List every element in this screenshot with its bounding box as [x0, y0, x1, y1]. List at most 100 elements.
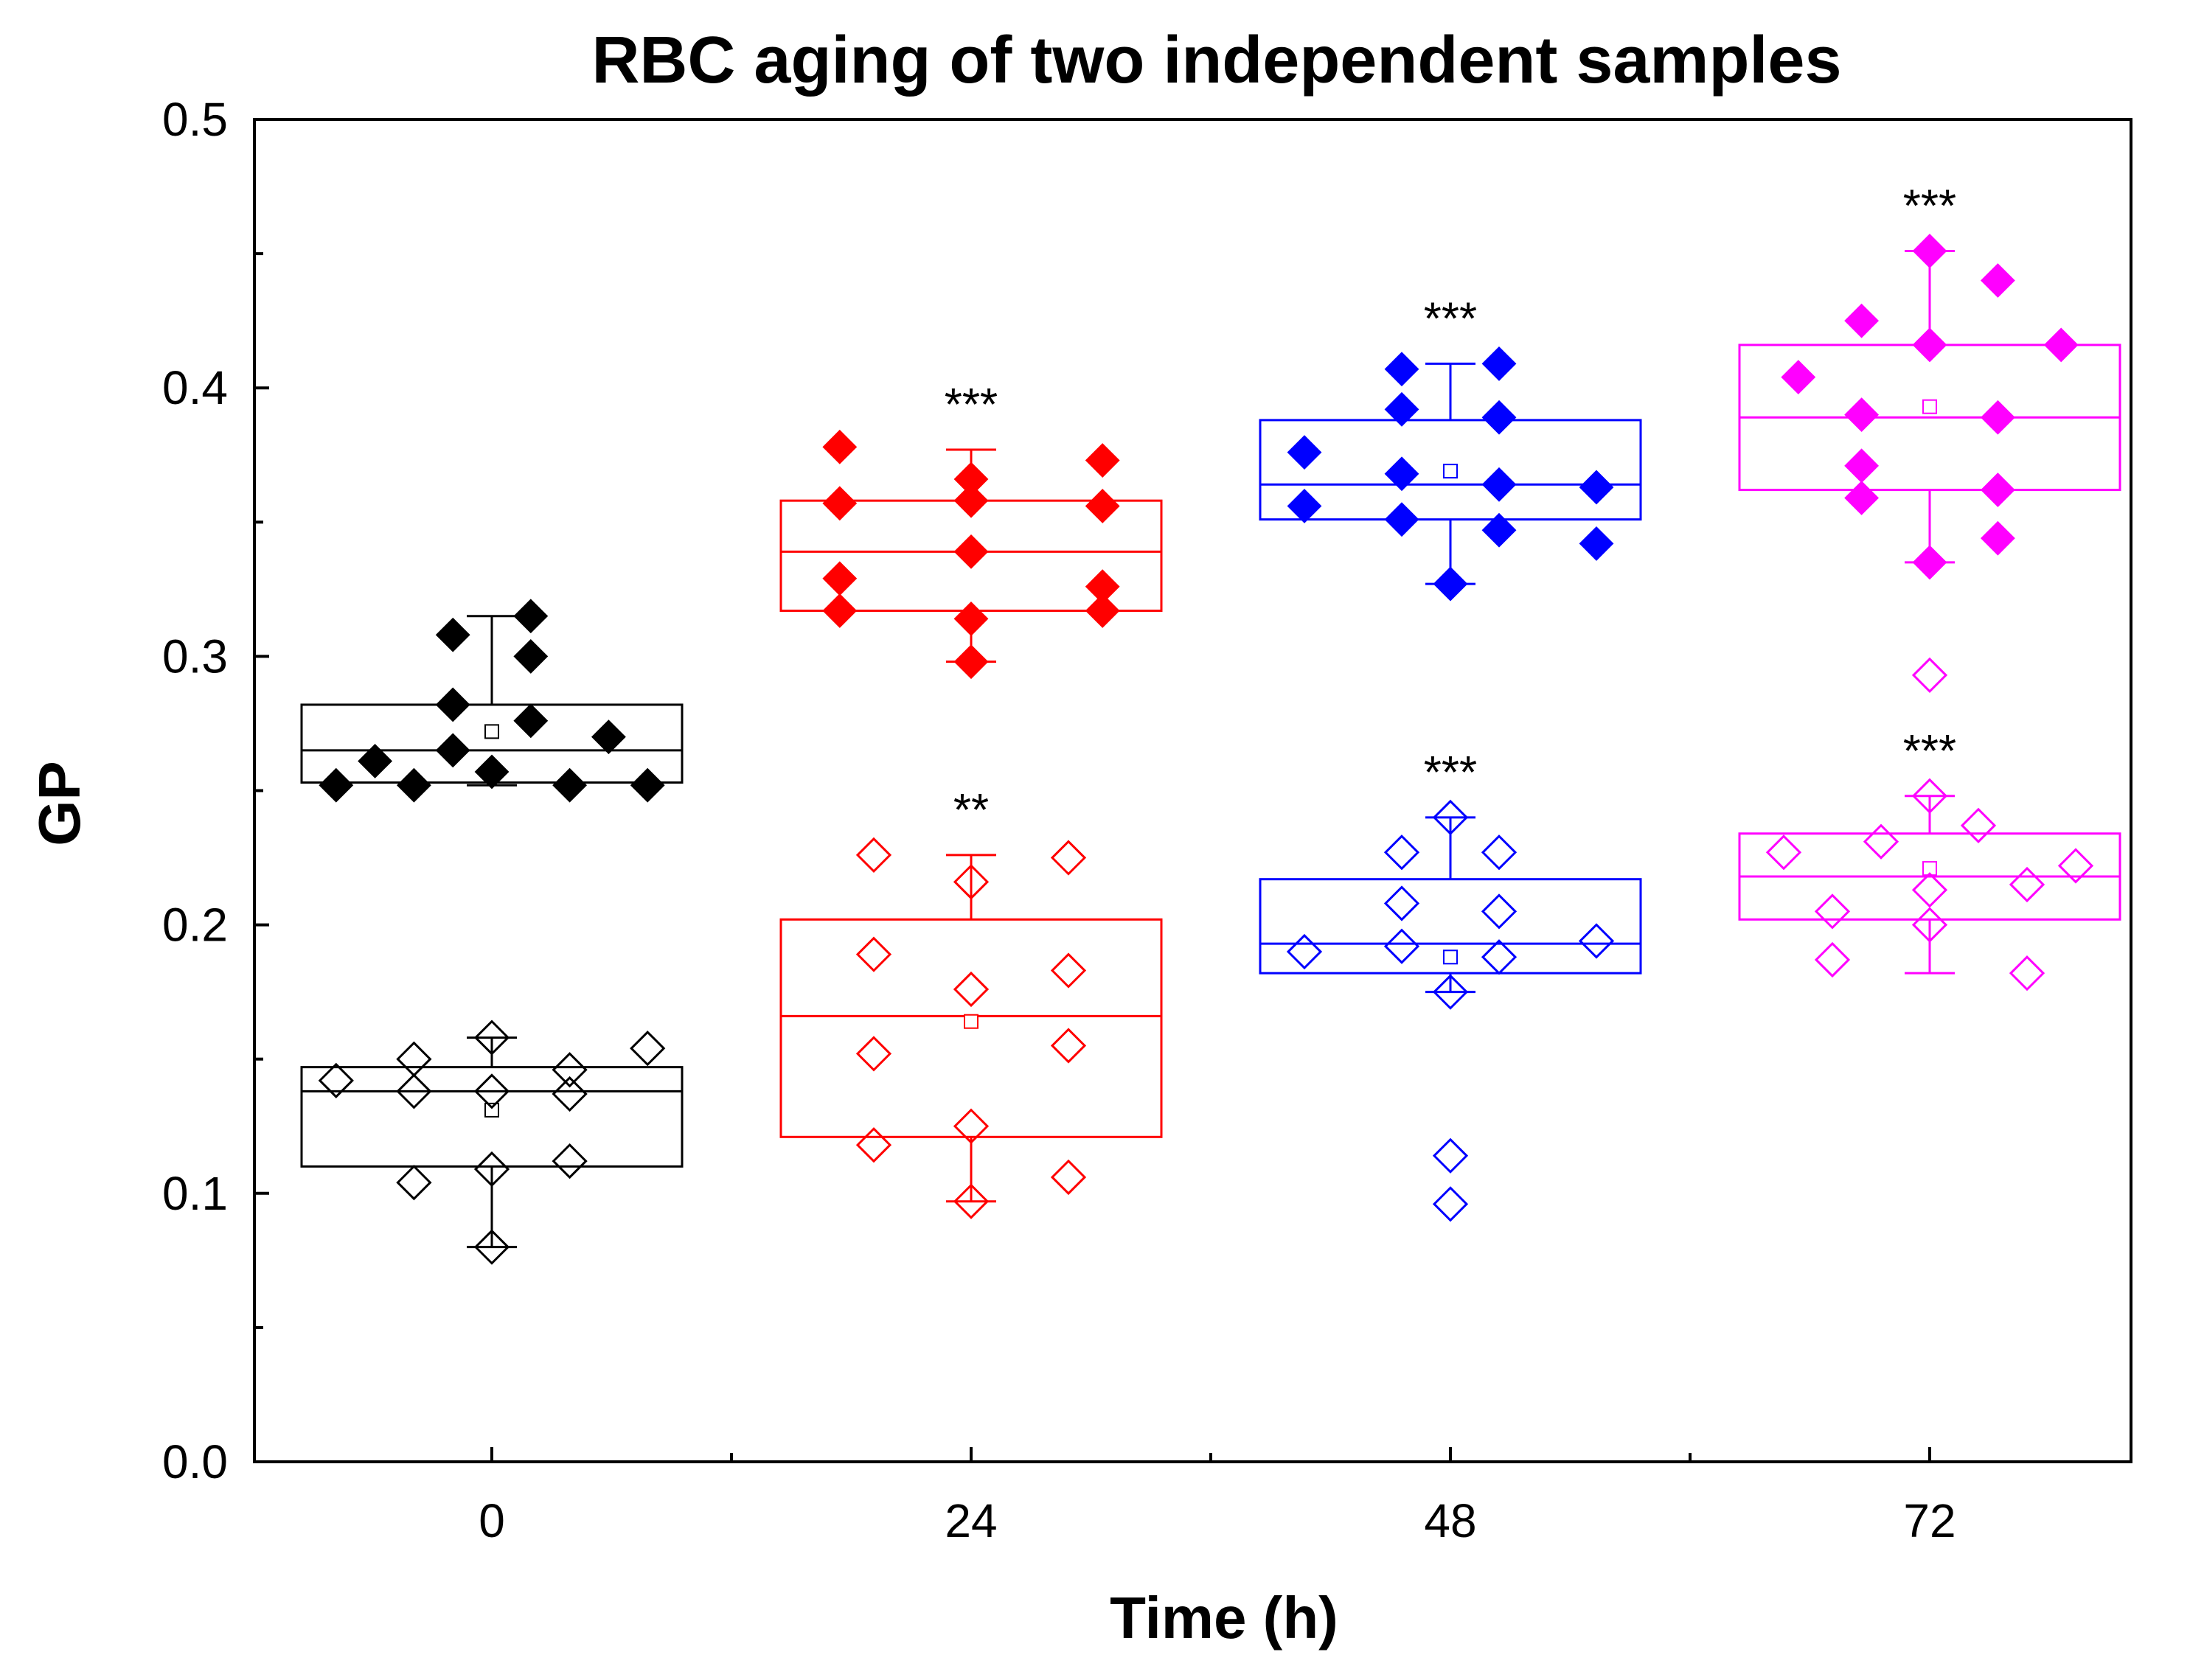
data-point [1844, 397, 1880, 433]
data-point [1085, 443, 1120, 478]
data-point [1912, 234, 1947, 268]
data-point [318, 1062, 354, 1098]
data-point [473, 1229, 510, 1265]
data-point [1383, 928, 1420, 964]
data-point [1814, 893, 1851, 930]
data-point [1050, 840, 1087, 876]
data-point [1911, 778, 1948, 814]
data-point [552, 1076, 588, 1112]
data-point [855, 936, 892, 972]
data-point [953, 483, 989, 518]
data-point [1085, 489, 1120, 523]
data-point [953, 971, 990, 1008]
data-point [1912, 545, 1947, 580]
significance-label: ** [953, 785, 989, 836]
y-tick-label: 0.3 [162, 630, 228, 683]
data-point [1863, 823, 1899, 860]
data-point [953, 534, 989, 569]
data-point [1911, 907, 1948, 943]
data-point [435, 687, 470, 722]
data-point [1781, 360, 1816, 395]
x-tick-label: 72 [1903, 1494, 1956, 1547]
data-point [1050, 1159, 1087, 1196]
data-point [1384, 456, 1419, 492]
data-point [855, 837, 892, 874]
data-point [1481, 512, 1517, 548]
box-iqr [300, 1066, 684, 1168]
data-point [822, 561, 858, 596]
data-point [953, 1183, 990, 1219]
box-iqr [1259, 419, 1642, 521]
data-point [1481, 939, 1518, 975]
data-point [513, 599, 549, 634]
data-point [1980, 263, 2015, 298]
data-point [1960, 807, 1997, 843]
data-point [396, 1041, 432, 1077]
significance-label: *** [1903, 181, 1956, 231]
significance-label: *** [1424, 293, 1477, 344]
data-point [1765, 834, 1802, 871]
data-point [1432, 1137, 1469, 1174]
data-point [435, 617, 470, 652]
data-point [552, 1143, 588, 1179]
data-point [1287, 489, 1322, 523]
box-mean-marker [1922, 399, 1937, 414]
data-point [1287, 435, 1322, 470]
chart-title: RBC aging of two independent samples [591, 24, 1841, 97]
data-point [1578, 923, 1615, 959]
data-point [319, 767, 354, 803]
data-point [591, 719, 626, 755]
x-tick-label: 48 [1424, 1494, 1476, 1547]
data-point [1432, 799, 1469, 836]
y-tick-label: 0.4 [162, 361, 228, 414]
data-point [396, 1165, 432, 1201]
data-point [513, 638, 549, 674]
data-point [1481, 834, 1518, 871]
data-point [630, 767, 665, 803]
data-point [855, 1127, 892, 1163]
data-point [1286, 933, 1323, 970]
data-point [1579, 470, 1614, 505]
data-point [1432, 974, 1469, 1010]
data-point [2009, 955, 2045, 991]
data-point [1383, 885, 1420, 921]
data-point [1980, 400, 2015, 435]
data-point [822, 593, 858, 628]
y-tick-label: 0.1 [162, 1167, 228, 1220]
data-point [2043, 327, 2079, 363]
data-point [1911, 657, 1948, 694]
data-point [1085, 569, 1120, 604]
data-point [1384, 391, 1419, 427]
data-point [358, 744, 393, 778]
data-point [953, 644, 989, 680]
data-point [1481, 893, 1518, 930]
significance-label: *** [1424, 747, 1477, 798]
data-point [396, 1073, 432, 1109]
y-tick-label: 0.2 [162, 899, 228, 952]
data-point [396, 767, 431, 803]
data-point [953, 1108, 990, 1144]
box-mean-marker [484, 724, 499, 739]
x-tick-label: 24 [945, 1494, 997, 1547]
data-point [473, 1073, 510, 1109]
significance-label: *** [1903, 726, 1956, 777]
data-point [1814, 941, 1851, 978]
data-point [1911, 872, 1948, 908]
data-point [1844, 303, 1880, 338]
data-point [1980, 520, 2015, 556]
data-point [2057, 848, 2094, 884]
data-point [822, 429, 858, 464]
box-mean-marker [484, 1102, 499, 1118]
data-point [1481, 467, 1517, 502]
data-point [1050, 952, 1087, 989]
data-point [552, 767, 588, 803]
data-point [474, 754, 510, 790]
box-iqr [1259, 878, 1642, 975]
data-point [1432, 1186, 1469, 1222]
plot-area: 0.00.10.20.30.40.50 24 48 72************** *… [162, 93, 2132, 1547]
data-point [1384, 352, 1419, 387]
significance-label: *** [945, 380, 998, 431]
box-mean-marker [964, 1014, 978, 1029]
